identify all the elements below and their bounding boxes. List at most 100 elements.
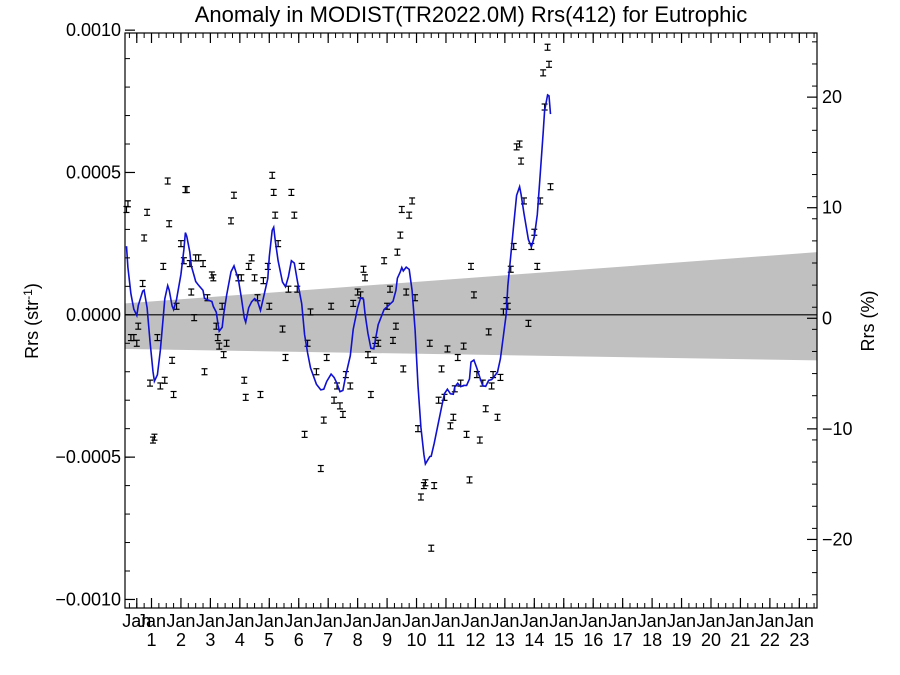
y-right-tick-label: −20 bbox=[822, 529, 853, 549]
x-tick-year-label: 15 bbox=[554, 630, 574, 650]
data-point bbox=[183, 185, 190, 194]
data-point bbox=[188, 288, 195, 296]
x-tick-year-label: 12 bbox=[465, 630, 485, 650]
data-point bbox=[160, 262, 167, 271]
data-point bbox=[214, 333, 221, 342]
data-point bbox=[279, 325, 286, 333]
x-tick-year-label: 8 bbox=[353, 630, 363, 650]
data-point bbox=[444, 345, 451, 353]
data-point bbox=[266, 302, 273, 310]
data-point bbox=[488, 382, 495, 390]
data-point bbox=[485, 328, 492, 336]
data-point bbox=[166, 220, 173, 228]
x-tick-month-label: Jan bbox=[579, 611, 608, 631]
data-point bbox=[482, 405, 489, 413]
data-point bbox=[164, 177, 171, 185]
data-point bbox=[497, 373, 504, 382]
data-point bbox=[260, 277, 267, 285]
x-tick-year-label: 20 bbox=[701, 630, 721, 650]
x-tick-month-label: Jan bbox=[461, 611, 490, 631]
x-tick-year-label: 23 bbox=[789, 630, 809, 650]
x-tick-year-label: 6 bbox=[294, 630, 304, 650]
x-tick-month-label: Jan bbox=[137, 611, 166, 631]
data-point bbox=[431, 481, 438, 490]
data-point bbox=[154, 333, 161, 342]
y-tick-label: 0.0000 bbox=[66, 305, 121, 325]
data-point bbox=[169, 356, 176, 364]
data-point bbox=[476, 436, 483, 444]
y-tick-label: 0.0010 bbox=[66, 20, 121, 40]
data-point bbox=[313, 368, 320, 376]
data-point bbox=[223, 339, 230, 347]
data-point bbox=[191, 314, 198, 322]
x-tick-month-label: Jan bbox=[196, 611, 225, 631]
data-point bbox=[272, 211, 279, 219]
data-point bbox=[364, 351, 371, 359]
data-point bbox=[269, 171, 276, 179]
data-point bbox=[291, 211, 298, 219]
chart-title: Anomaly in MODIST(TR2022.0M) Rrs(412) fo… bbox=[195, 2, 748, 27]
y-axis-right: 20 10 0 −10 −20 bbox=[807, 41, 853, 596]
data-point bbox=[201, 368, 208, 376]
data-point bbox=[466, 476, 473, 484]
data-point bbox=[323, 353, 330, 362]
x-tick-year-label: 13 bbox=[495, 630, 515, 650]
data-point bbox=[438, 365, 445, 373]
y-axis-left-label: Rrs (str-1) bbox=[21, 283, 42, 359]
data-point bbox=[454, 353, 461, 362]
data-point bbox=[301, 430, 308, 438]
data-point bbox=[242, 393, 249, 401]
y-axis-right-label: Rrs (%) bbox=[858, 291, 878, 352]
data-point bbox=[422, 479, 429, 487]
x-tick-year-label: 14 bbox=[524, 630, 544, 650]
data-point bbox=[463, 430, 470, 438]
data-point bbox=[151, 433, 158, 441]
x-tick-year-label: 16 bbox=[583, 630, 603, 650]
smoothed-series-line bbox=[125, 93, 552, 467]
data-point bbox=[192, 254, 199, 262]
x-tick-month-label: Jan bbox=[667, 611, 696, 631]
data-point bbox=[220, 351, 227, 359]
data-point bbox=[317, 464, 324, 473]
data-point bbox=[177, 240, 184, 248]
data-point bbox=[336, 402, 343, 410]
data-point bbox=[409, 197, 416, 205]
data-point bbox=[534, 262, 541, 271]
x-tick-month-label: Jan bbox=[726, 611, 755, 631]
data-point bbox=[403, 288, 410, 296]
data-points bbox=[123, 43, 554, 552]
x-tick-year-label: 3 bbox=[205, 630, 215, 650]
data-point bbox=[417, 493, 424, 501]
data-point bbox=[370, 356, 377, 364]
data-point bbox=[328, 302, 335, 310]
data-point bbox=[141, 234, 148, 242]
data-point bbox=[139, 279, 146, 288]
x-tick-month-label: Jan bbox=[785, 611, 814, 631]
y-right-tick-label: 10 bbox=[822, 198, 842, 218]
data-point bbox=[544, 43, 551, 51]
data-point bbox=[241, 376, 248, 384]
data-point bbox=[360, 265, 367, 273]
data-point bbox=[339, 410, 346, 419]
data-point bbox=[473, 370, 480, 379]
data-point bbox=[320, 416, 327, 424]
data-point bbox=[210, 274, 217, 282]
data-point bbox=[307, 308, 314, 316]
x-tick-year-label: 11 bbox=[437, 630, 456, 650]
y-tick-label: −0.0005 bbox=[55, 447, 121, 467]
x-tick-month-label: Jan bbox=[549, 611, 578, 631]
data-point bbox=[361, 274, 368, 282]
x-tick-month-label: Jan bbox=[284, 611, 313, 631]
data-point bbox=[257, 390, 264, 399]
x-tick-year-label: 7 bbox=[323, 630, 333, 650]
data-point bbox=[540, 69, 547, 77]
data-point bbox=[298, 262, 305, 271]
y-right-tick-label: −10 bbox=[822, 419, 853, 439]
data-point bbox=[460, 342, 467, 350]
x-tick-year-label: 22 bbox=[760, 630, 780, 650]
data-point bbox=[426, 339, 433, 347]
x-tick-year-label: 19 bbox=[672, 630, 692, 650]
data-point bbox=[182, 185, 189, 194]
data-point bbox=[135, 322, 142, 330]
